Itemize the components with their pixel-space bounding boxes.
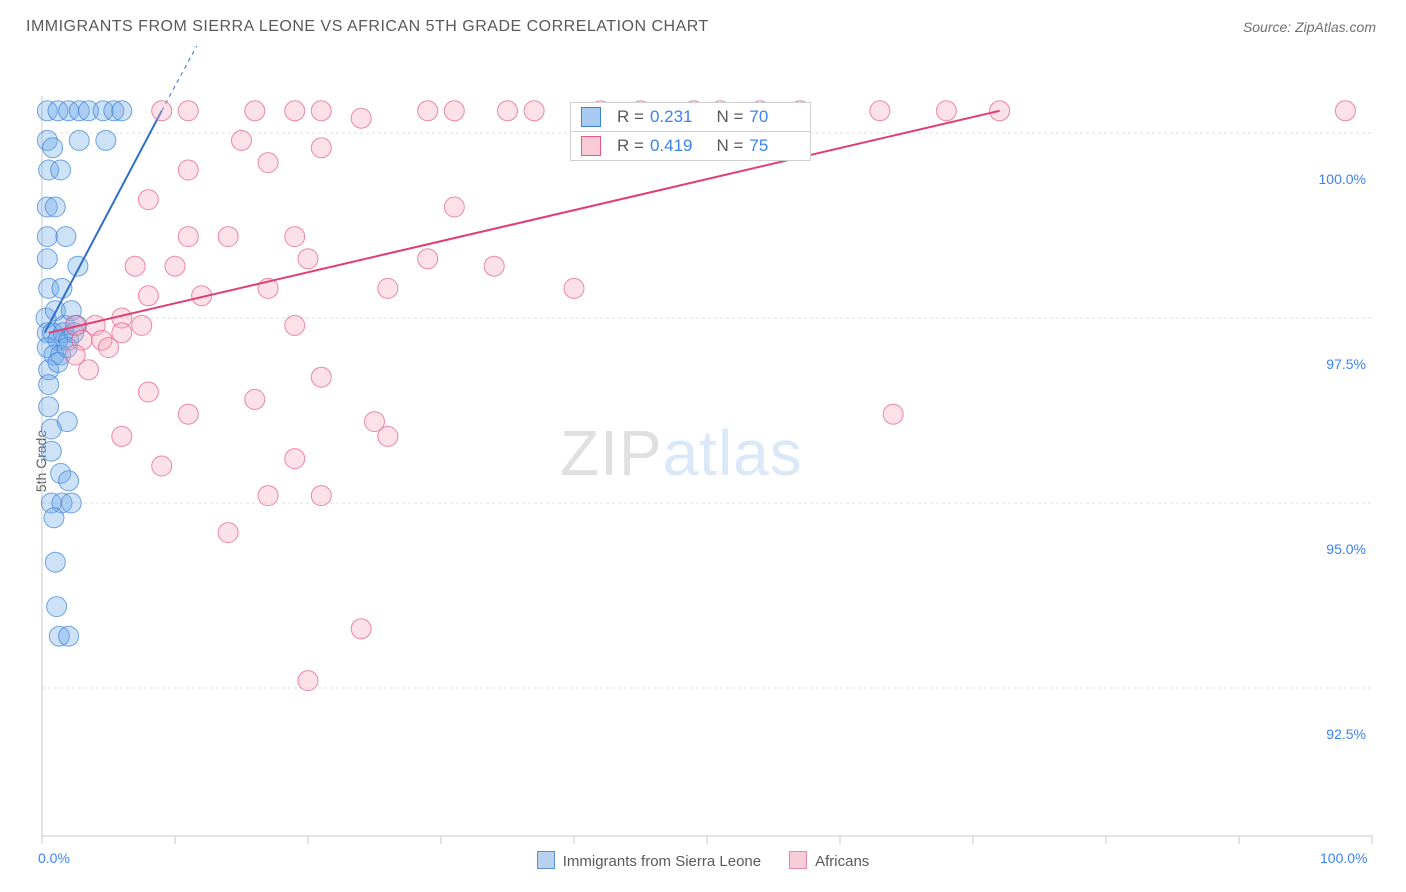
y-tick-label: 92.5% xyxy=(1326,726,1366,742)
legend-label: Immigrants from Sierra Leone xyxy=(563,853,761,870)
legend-swatch xyxy=(581,107,601,127)
stat-legend-row: R = 0.419N = 75 xyxy=(571,132,810,160)
legend-swatch xyxy=(537,851,555,869)
chart-area: 5th Grade ZIPatlas R = 0.231N = 70R = 0.… xyxy=(0,46,1406,876)
source-label: Source: ZipAtlas.com xyxy=(1243,19,1376,35)
legend-swatch xyxy=(789,851,807,869)
legend-item: Africans xyxy=(789,851,869,870)
x-tick-label: 0.0% xyxy=(38,850,70,866)
y-tick-label: 95.0% xyxy=(1326,541,1366,557)
x-tick-label: 100.0% xyxy=(1320,850,1367,866)
legend-item: Immigrants from Sierra Leone xyxy=(537,851,761,870)
y-tick-label: 100.0% xyxy=(1319,171,1366,187)
chart-title: IMMIGRANTS FROM SIERRA LEONE VS AFRICAN … xyxy=(26,18,709,36)
legend-swatch xyxy=(581,136,601,156)
n-value: 70 xyxy=(749,107,768,127)
scatter-chart xyxy=(0,46,1406,876)
stat-legend-row: R = 0.231N = 70 xyxy=(571,103,810,132)
series-legend: Immigrants from Sierra Leone Africans xyxy=(0,851,1406,870)
r-value: 0.231 xyxy=(650,107,693,127)
n-value: 75 xyxy=(749,136,768,156)
r-value: 0.419 xyxy=(650,136,693,156)
stat-legend: R = 0.231N = 70R = 0.419N = 75 xyxy=(570,102,811,161)
legend-label: Africans xyxy=(815,853,869,870)
y-tick-label: 97.5% xyxy=(1326,356,1366,372)
